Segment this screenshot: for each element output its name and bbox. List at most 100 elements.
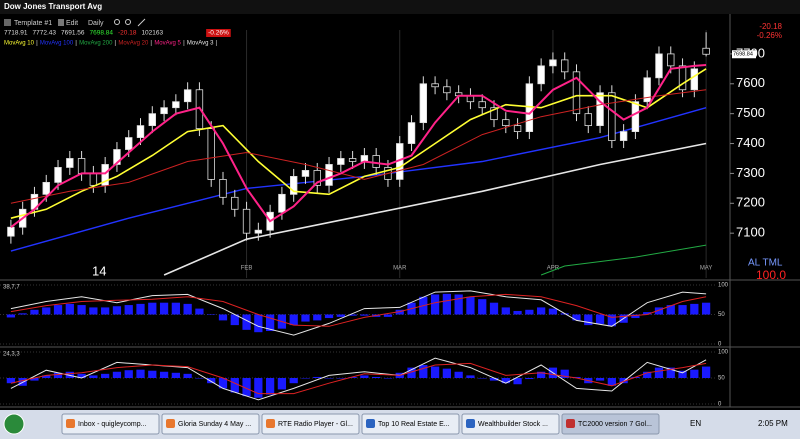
toolbar-item[interactable]: Edit (66, 20, 78, 27)
y-tick-label: 0 (718, 342, 722, 348)
taskbar-button[interactable] (161, 413, 260, 435)
candle-body (337, 158, 345, 165)
candle-body (77, 158, 86, 174)
quote-value: 7691.56 (61, 30, 85, 37)
histogram-bar (42, 307, 51, 315)
histogram-bar (65, 371, 74, 378)
taskbar-button-label[interactable]: TC2000 version 7 Gol... (578, 421, 652, 428)
edit-icon[interactable] (58, 19, 64, 26)
histogram-bar (230, 314, 239, 326)
start-button[interactable] (3, 413, 25, 435)
x-tick-label: APR (547, 266, 560, 272)
taskbar-button[interactable] (261, 413, 360, 435)
taskbar-button[interactable] (461, 413, 560, 435)
template-icon[interactable] (4, 19, 11, 26)
y-tick-label: 0 (718, 402, 722, 408)
histogram-bar (183, 373, 192, 378)
histogram-bar (678, 370, 687, 378)
histogram-bar (136, 369, 145, 378)
histogram-bar (148, 370, 157, 378)
taskbar-app-icon[interactable] (266, 419, 275, 428)
taskbar-button-label[interactable]: Wealthbuilder Stock ... (478, 421, 548, 428)
histogram-bar (666, 367, 675, 378)
taskbar-button[interactable] (61, 413, 160, 435)
histogram-bar (148, 302, 157, 315)
candle-body (325, 164, 333, 186)
histogram-bar (42, 375, 51, 378)
taskbar-app-icon[interactable] (366, 419, 375, 428)
quote-value: 7718.91 (4, 30, 28, 37)
histogram-bar (242, 314, 251, 330)
histogram-bar (430, 294, 440, 315)
histogram-bar (195, 308, 204, 315)
histogram-bar (254, 378, 263, 398)
histogram-bar (336, 314, 345, 317)
candle-body (596, 92, 604, 127)
candle-body (101, 164, 109, 186)
taskbar-app-icon[interactable] (166, 419, 175, 428)
histogram-bar (560, 369, 569, 378)
histogram-bar (324, 378, 334, 379)
candle-body (678, 65, 687, 91)
legend-entry: MovAvg 10 (4, 41, 35, 47)
histogram-bar (336, 378, 345, 379)
quote-value: -20.18 (118, 30, 137, 37)
histogram-bar (466, 296, 475, 315)
histogram-bar (77, 373, 86, 378)
taskbar-button-label[interactable]: Top 10 Real Estate E... (378, 421, 450, 428)
histogram-bar (419, 365, 428, 378)
y-tick-label: 7200 (736, 195, 765, 210)
candle-body (643, 77, 651, 103)
language-indicator[interactable]: EN (690, 419, 701, 428)
title-bar (0, 0, 800, 14)
candle-body (431, 83, 439, 88)
candle-body (490, 107, 498, 121)
taskbar-app-icon[interactable] (566, 419, 575, 428)
candle-body (7, 226, 15, 237)
histogram-bar (348, 376, 357, 378)
histogram-bar (89, 307, 98, 315)
clock[interactable]: 2:05 PM (758, 419, 788, 428)
series-line (10, 357, 707, 401)
taskbar-app-icon[interactable] (466, 419, 475, 428)
legend-entry: MovAvg 200 (79, 41, 113, 47)
histogram-bar (454, 294, 463, 315)
panel-title: 24,3,3 (3, 352, 20, 358)
histogram-bar (313, 376, 322, 378)
histogram-bar (112, 371, 122, 378)
y-tick-label: 100 (718, 350, 729, 356)
candle-body (183, 89, 192, 103)
taskbar-button[interactable] (361, 413, 460, 435)
histogram-bar (6, 378, 16, 384)
taskbar-button[interactable] (561, 413, 660, 435)
candle-body (561, 59, 569, 73)
histogram-bar (301, 378, 310, 379)
zoom-out-icon[interactable] (125, 19, 131, 25)
candle-body (702, 47, 710, 55)
histogram-bar (383, 378, 393, 379)
candle-body (572, 71, 581, 115)
candle-body (278, 193, 286, 213)
histogram-bar (324, 314, 334, 319)
y-tick-label: 7300 (736, 165, 765, 180)
histogram-bar (525, 309, 534, 315)
zoom-in-icon[interactable] (114, 19, 120, 25)
toolbar-item[interactable]: Daily (88, 20, 104, 27)
histogram-bar (207, 378, 216, 384)
candle-body (113, 149, 121, 165)
histogram-bar (124, 305, 133, 315)
taskbar-button-label[interactable]: RTE Radio Player - Gl... (278, 421, 353, 428)
histogram-bar (30, 378, 39, 381)
draw-icon[interactable] (137, 18, 146, 27)
candle-body (348, 158, 357, 162)
histogram-bar (489, 378, 499, 381)
histogram-bar (207, 314, 216, 315)
histogram-bar (124, 370, 133, 378)
candle-body (66, 158, 74, 168)
candle-body (89, 173, 98, 186)
taskbar-button-label[interactable]: Gloria Sunday 4 May ... (178, 421, 251, 428)
taskbar-app-icon[interactable] (66, 419, 75, 428)
toolbar-item[interactable]: Template #1 (14, 20, 52, 27)
histogram-bar (525, 378, 534, 380)
taskbar-button-label[interactable]: Inbox - quigleycomp... (78, 421, 147, 428)
